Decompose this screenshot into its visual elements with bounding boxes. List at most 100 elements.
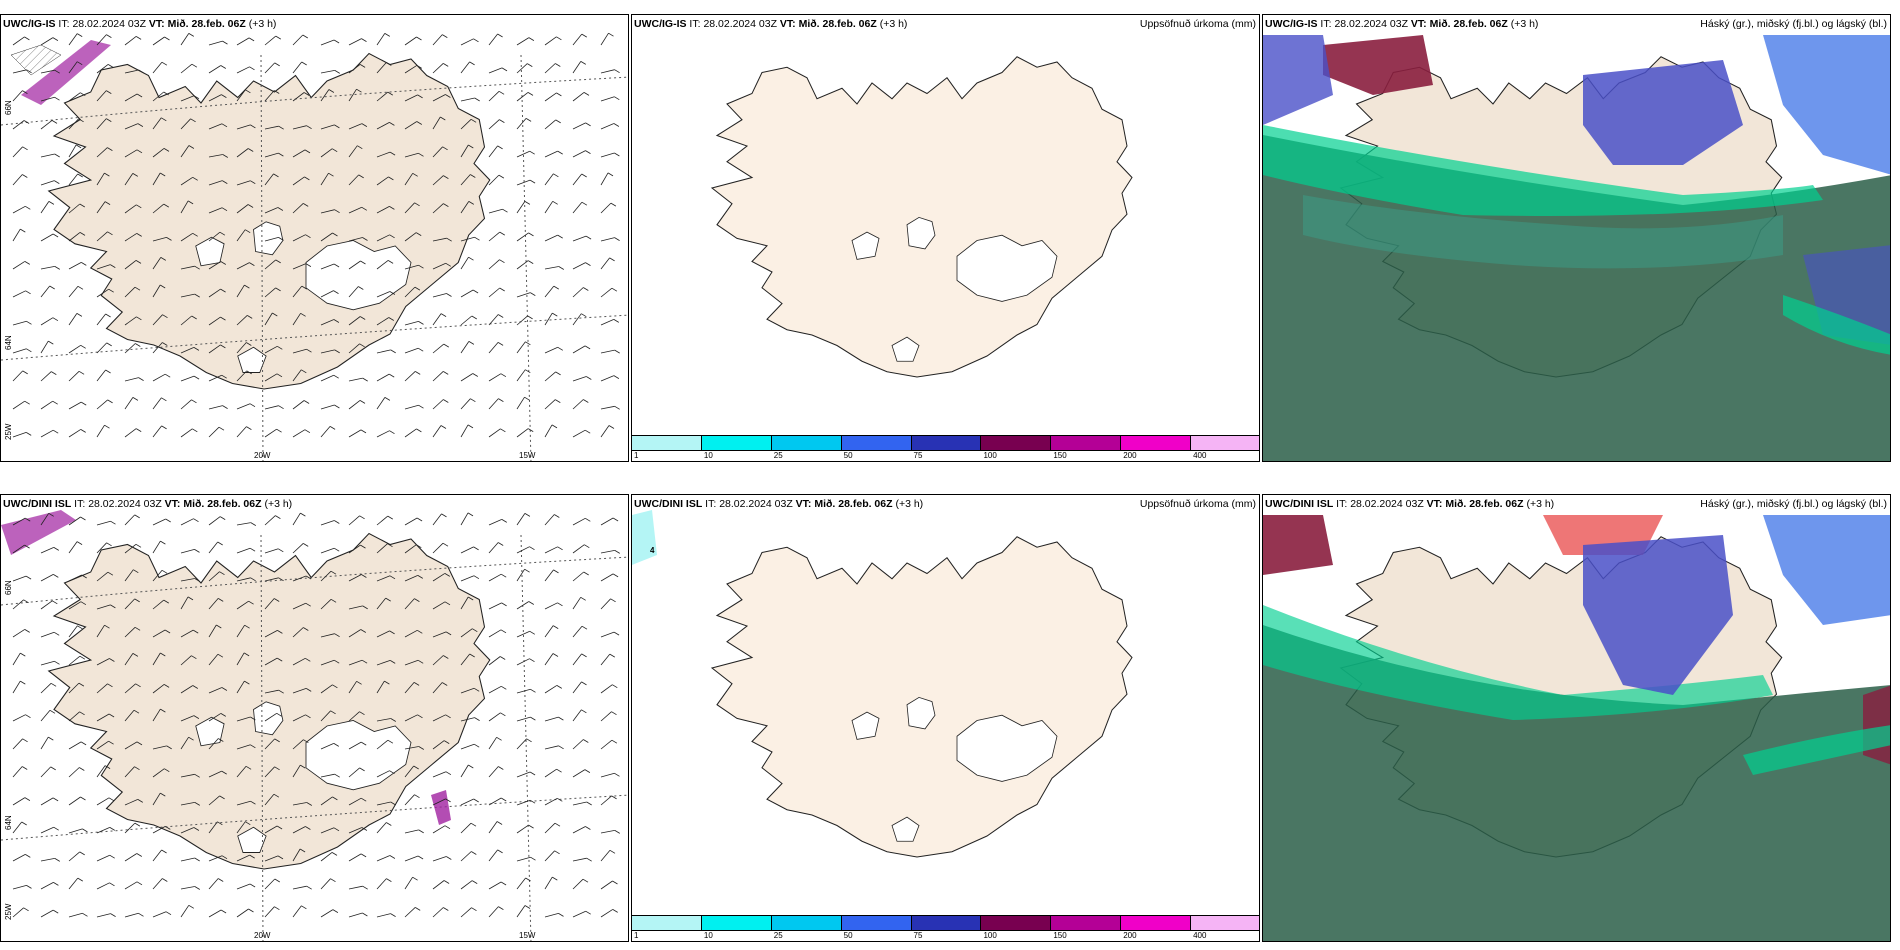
wind-barb xyxy=(488,712,501,722)
wind-barb xyxy=(404,682,415,694)
wind-barb xyxy=(152,373,166,382)
wind-barb xyxy=(348,145,358,158)
wind-barb xyxy=(292,688,307,694)
wind-barb-flag xyxy=(525,341,531,346)
wind-barb-flag xyxy=(133,569,139,574)
wind-barb xyxy=(572,826,586,834)
wind-barb-flag xyxy=(331,852,338,856)
wind-barb xyxy=(264,312,273,326)
wind-barb-flag xyxy=(25,432,32,436)
wind-barb-flag xyxy=(164,629,171,634)
wind-barb-flag xyxy=(554,850,560,855)
wind-barb-flag xyxy=(614,550,621,554)
wind-barb-flag xyxy=(134,766,140,771)
wind-barb-flag xyxy=(611,711,617,716)
wind-barb-flag xyxy=(502,208,508,213)
wind-barb xyxy=(236,124,251,130)
wind-barb xyxy=(320,773,335,778)
wind-barb-flag xyxy=(216,624,222,629)
wind-barb-flag xyxy=(558,266,565,270)
wind-barb-flag xyxy=(501,685,507,690)
colorbar-swatch xyxy=(980,435,1052,451)
wind-barb xyxy=(348,912,363,918)
wind-barb-flag xyxy=(48,512,54,517)
wind-barb xyxy=(96,765,106,778)
wind-barb xyxy=(488,629,502,638)
wind-map-panel-row1: UWC/IG-IS IT: 28.02.2024 03Z VT: Mið. 28… xyxy=(0,14,629,462)
wind-barb-flag xyxy=(390,349,396,354)
wind-barb xyxy=(152,570,163,582)
wind-barb xyxy=(376,739,389,750)
wind-barb-flag xyxy=(48,736,54,741)
wind-barb xyxy=(460,424,469,438)
wind-barb-flag xyxy=(443,655,449,659)
wind-barb-flag xyxy=(191,63,198,68)
wind-barb xyxy=(432,63,444,74)
wind-barb xyxy=(348,741,362,750)
wind-barb xyxy=(432,573,446,582)
wind-barb xyxy=(572,61,582,74)
panel-title: UWC/DINI ISL IT: 28.02.2024 03Z VT: Mið.… xyxy=(1265,498,1555,510)
wind-barb-flag xyxy=(582,878,589,883)
wind-barb xyxy=(404,152,419,158)
wind-barb xyxy=(124,683,136,694)
wind-barb-flag xyxy=(500,573,507,578)
wind-barb-flag xyxy=(446,293,452,297)
colorbar-swatch xyxy=(1190,915,1259,931)
wind-barb xyxy=(600,69,615,74)
wind-barb-flag xyxy=(22,370,28,375)
wind-barb xyxy=(12,544,25,554)
wind-barb-flag xyxy=(219,516,226,520)
wind-barb-flag xyxy=(220,288,226,293)
wind-barb xyxy=(516,201,526,214)
wind-barb xyxy=(68,344,81,354)
wind-barb-flag xyxy=(135,683,141,688)
colorbar-tick-label: 200 xyxy=(1123,931,1137,940)
wind-barb-flag xyxy=(361,827,368,831)
wind-barb-flag xyxy=(249,854,255,859)
wind-barb xyxy=(124,598,135,610)
colorbar-swatch xyxy=(632,915,702,931)
wind-barb-flag xyxy=(553,285,560,290)
wind-barb-flag xyxy=(165,911,172,916)
wind-barb xyxy=(292,149,306,158)
wind-barb xyxy=(432,856,447,862)
wind-barb-flag xyxy=(499,119,505,123)
wind-barb xyxy=(96,264,111,270)
wind-barb xyxy=(124,709,135,722)
wind-barb-flag xyxy=(334,404,340,409)
wind-barb xyxy=(208,909,222,918)
wind-barb-flag xyxy=(278,152,284,157)
wind-barb-flag xyxy=(581,625,588,630)
wind-barb xyxy=(404,659,419,666)
wind-barb-flag xyxy=(165,518,171,523)
wind-barb-flag xyxy=(188,736,194,741)
wind-barb xyxy=(124,853,138,862)
wind-barb-flag xyxy=(80,741,87,746)
wind-barb-flag xyxy=(384,680,390,685)
precip-map: 4 xyxy=(632,510,1133,858)
wind-barb-flag xyxy=(245,821,251,826)
wind-barb xyxy=(404,517,418,526)
wind-barb xyxy=(12,766,23,778)
wind-barb-flag xyxy=(161,61,168,66)
wind-barb xyxy=(292,905,302,918)
wind-barb xyxy=(40,96,55,102)
wind-barb-flag xyxy=(136,204,142,209)
wind-barb-flag xyxy=(23,907,29,912)
wind-barb-flag xyxy=(191,315,197,320)
wind-barb xyxy=(264,428,277,438)
wind-barb xyxy=(348,260,361,270)
wind-barb-flag xyxy=(389,206,395,210)
wind-barb xyxy=(432,907,444,918)
wind-barb-flag xyxy=(278,405,284,410)
wind-barb-flag xyxy=(585,262,591,266)
wind-barb xyxy=(208,154,223,158)
wind-barb xyxy=(376,801,391,806)
colorbar-swatch xyxy=(1120,435,1192,451)
wind-barb-flag xyxy=(530,716,536,721)
wind-barb xyxy=(600,405,615,410)
wind-barb-flag xyxy=(132,397,139,401)
wind-barb xyxy=(320,684,333,694)
wind-barb-flag xyxy=(53,547,60,551)
